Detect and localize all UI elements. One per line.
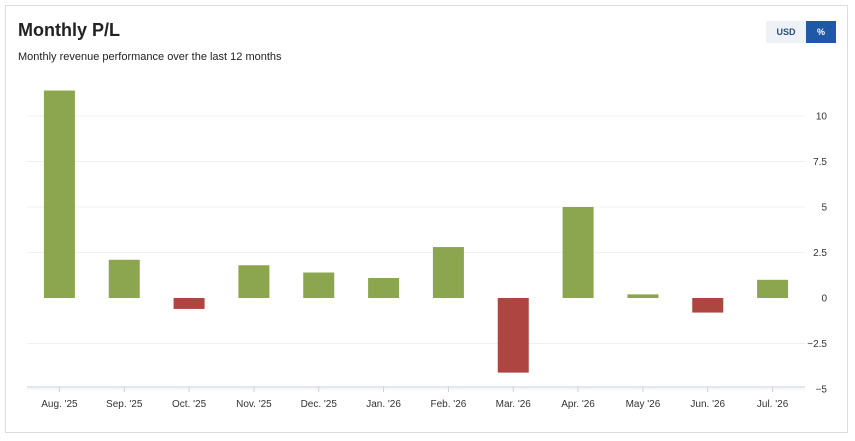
x-tick-label: Feb. '26	[431, 399, 467, 410]
x-tick-label: Mar. '26	[496, 399, 532, 410]
y-tick-label: 5	[821, 203, 827, 214]
usd-toggle-button[interactable]: USD	[766, 21, 806, 43]
percent-toggle-button[interactable]: %	[806, 21, 836, 43]
x-tick-label: Jun. '26	[690, 399, 725, 410]
y-tick-label: 0	[821, 294, 827, 305]
x-tick-label: Aug. '25	[41, 399, 78, 410]
bar	[108, 259, 140, 298]
y-tick-label: −5	[816, 385, 828, 396]
y-tick-label: 10	[816, 112, 828, 123]
x-tick-label: Nov. '25	[236, 399, 272, 410]
x-tick-label: May '26	[626, 399, 661, 410]
chart-title: Monthly P/L	[18, 20, 120, 40]
x-tick-label: Apr. '26	[561, 399, 595, 410]
bar	[43, 90, 75, 299]
bar	[692, 298, 724, 313]
chart-card: Monthly P/L Monthly revenue performance …	[5, 5, 848, 433]
bar	[238, 265, 270, 298]
x-tick-label: Sep. '25	[106, 399, 143, 410]
y-tick-label: 7.5	[813, 157, 827, 168]
x-tick-label: Jul. '26	[757, 399, 789, 410]
chart-subtitle: Monthly revenue performance over the las…	[18, 51, 282, 63]
x-tick-label: Dec. '25	[301, 399, 338, 410]
bar	[173, 298, 205, 309]
bar	[432, 247, 464, 298]
bar	[497, 298, 529, 373]
unit-toggle: USD %	[766, 21, 836, 43]
y-tick-label: 2.5	[813, 248, 827, 259]
y-tick-label: −2.5	[807, 339, 827, 350]
bar	[562, 207, 594, 298]
bar	[368, 277, 400, 298]
x-tick-label: Oct. '25	[172, 399, 207, 410]
bar	[627, 294, 659, 298]
bar	[303, 272, 335, 298]
bar	[757, 279, 789, 298]
x-tick-label: Jan. '26	[366, 399, 401, 410]
